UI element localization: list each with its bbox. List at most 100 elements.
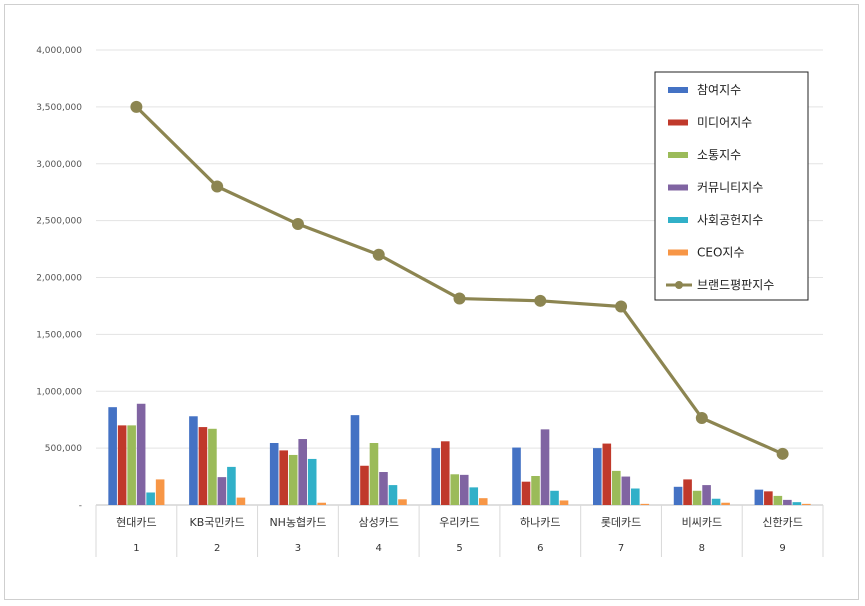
bar [673, 486, 683, 505]
y-tick-label: 500,000 [45, 444, 82, 454]
bar [298, 439, 307, 505]
x-rank-label: 6 [537, 543, 543, 554]
legend-label: CEO지수 [697, 246, 745, 260]
line-point [372, 248, 385, 261]
bar [288, 454, 298, 505]
y-tick-label: - [79, 501, 82, 511]
x-category-label: 롯데카드 [601, 516, 641, 529]
x-rank-label: 9 [779, 543, 785, 554]
bar [754, 489, 764, 505]
legend-label: 참여지수 [697, 83, 741, 97]
bar [307, 458, 317, 505]
bar [350, 415, 360, 505]
x-rank-label: 5 [456, 543, 462, 554]
bar [540, 429, 550, 505]
line-point [615, 300, 628, 313]
bar [521, 481, 531, 505]
bar [683, 479, 692, 505]
x-rank-label: 4 [376, 543, 382, 554]
bar [198, 427, 208, 505]
bar [640, 503, 650, 505]
legend-label: 브랜드평판지수 [697, 278, 774, 292]
bar [227, 466, 236, 505]
line-point [130, 100, 143, 113]
bar [512, 447, 521, 505]
bar [711, 498, 721, 505]
x-category-label: 비씨카드 [682, 516, 722, 529]
y-tick-label: 3,500,000 [36, 103, 82, 113]
bar [440, 441, 450, 505]
bar [388, 485, 398, 505]
x-rank-label: 2 [214, 543, 220, 554]
bar [155, 479, 165, 505]
x-rank-label: 1 [133, 543, 139, 554]
bar [773, 495, 783, 505]
bar [459, 474, 469, 505]
legend-label: 소통지수 [697, 148, 741, 162]
x-category-label: KB국민카드 [190, 516, 245, 529]
bar [117, 425, 127, 505]
bar [360, 465, 369, 505]
bar [702, 485, 711, 505]
x-category-label: 신한카드 [762, 516, 802, 529]
legend-label: 사회공헌지수 [697, 213, 763, 227]
line-point [695, 411, 708, 424]
legend-label: 커뮤니티지수 [697, 181, 763, 195]
line-point [211, 180, 224, 193]
legend-swatch [668, 119, 688, 126]
legend-swatch [668, 152, 688, 158]
line-point [534, 294, 547, 307]
bar [783, 499, 792, 505]
bar [136, 403, 146, 505]
y-tick-label: 1,500,000 [36, 330, 82, 340]
line-point [291, 218, 304, 231]
bar [369, 443, 379, 505]
bar [721, 502, 730, 505]
x-rank-label: 3 [295, 543, 301, 554]
legend-swatch [668, 87, 688, 93]
bar [559, 500, 569, 505]
bar [146, 492, 155, 505]
bar [602, 443, 612, 505]
line-point [453, 292, 466, 305]
legend-swatch [668, 184, 688, 191]
bar [398, 499, 407, 505]
bar [379, 472, 388, 505]
bar [478, 498, 488, 505]
x-category-label: 현대카드 [116, 516, 156, 529]
bar [593, 448, 602, 505]
bar [631, 488, 640, 505]
bar [431, 448, 441, 505]
y-tick-label: 4,000,000 [36, 46, 82, 56]
bar [269, 443, 279, 505]
x-rank-label: 8 [699, 543, 705, 554]
bar [531, 475, 540, 505]
bar [127, 425, 136, 505]
x-category-label: NH농협카드 [269, 516, 326, 529]
legend-label: 미디어지수 [697, 116, 752, 130]
x-category-label: 삼성카드 [358, 516, 398, 529]
bar [279, 450, 288, 505]
y-tick-label: 3,000,000 [36, 160, 82, 170]
legend-swatch [668, 217, 688, 223]
bar [621, 476, 631, 505]
bar [450, 474, 460, 505]
bar [108, 407, 117, 505]
bar [469, 487, 479, 505]
bar [692, 490, 702, 505]
bar [550, 490, 559, 505]
bar [217, 477, 227, 505]
legend-swatch [668, 249, 688, 256]
bar [189, 416, 198, 505]
line-point [776, 447, 789, 460]
bar [792, 502, 802, 505]
bar [317, 502, 326, 505]
bar [236, 497, 246, 505]
y-tick-label: 2,000,000 [36, 274, 82, 284]
bar [208, 428, 217, 505]
bar [802, 503, 811, 505]
y-tick-label: 1,000,000 [36, 387, 82, 397]
y-tick-label: 2,500,000 [36, 217, 82, 227]
bar [764, 491, 773, 505]
